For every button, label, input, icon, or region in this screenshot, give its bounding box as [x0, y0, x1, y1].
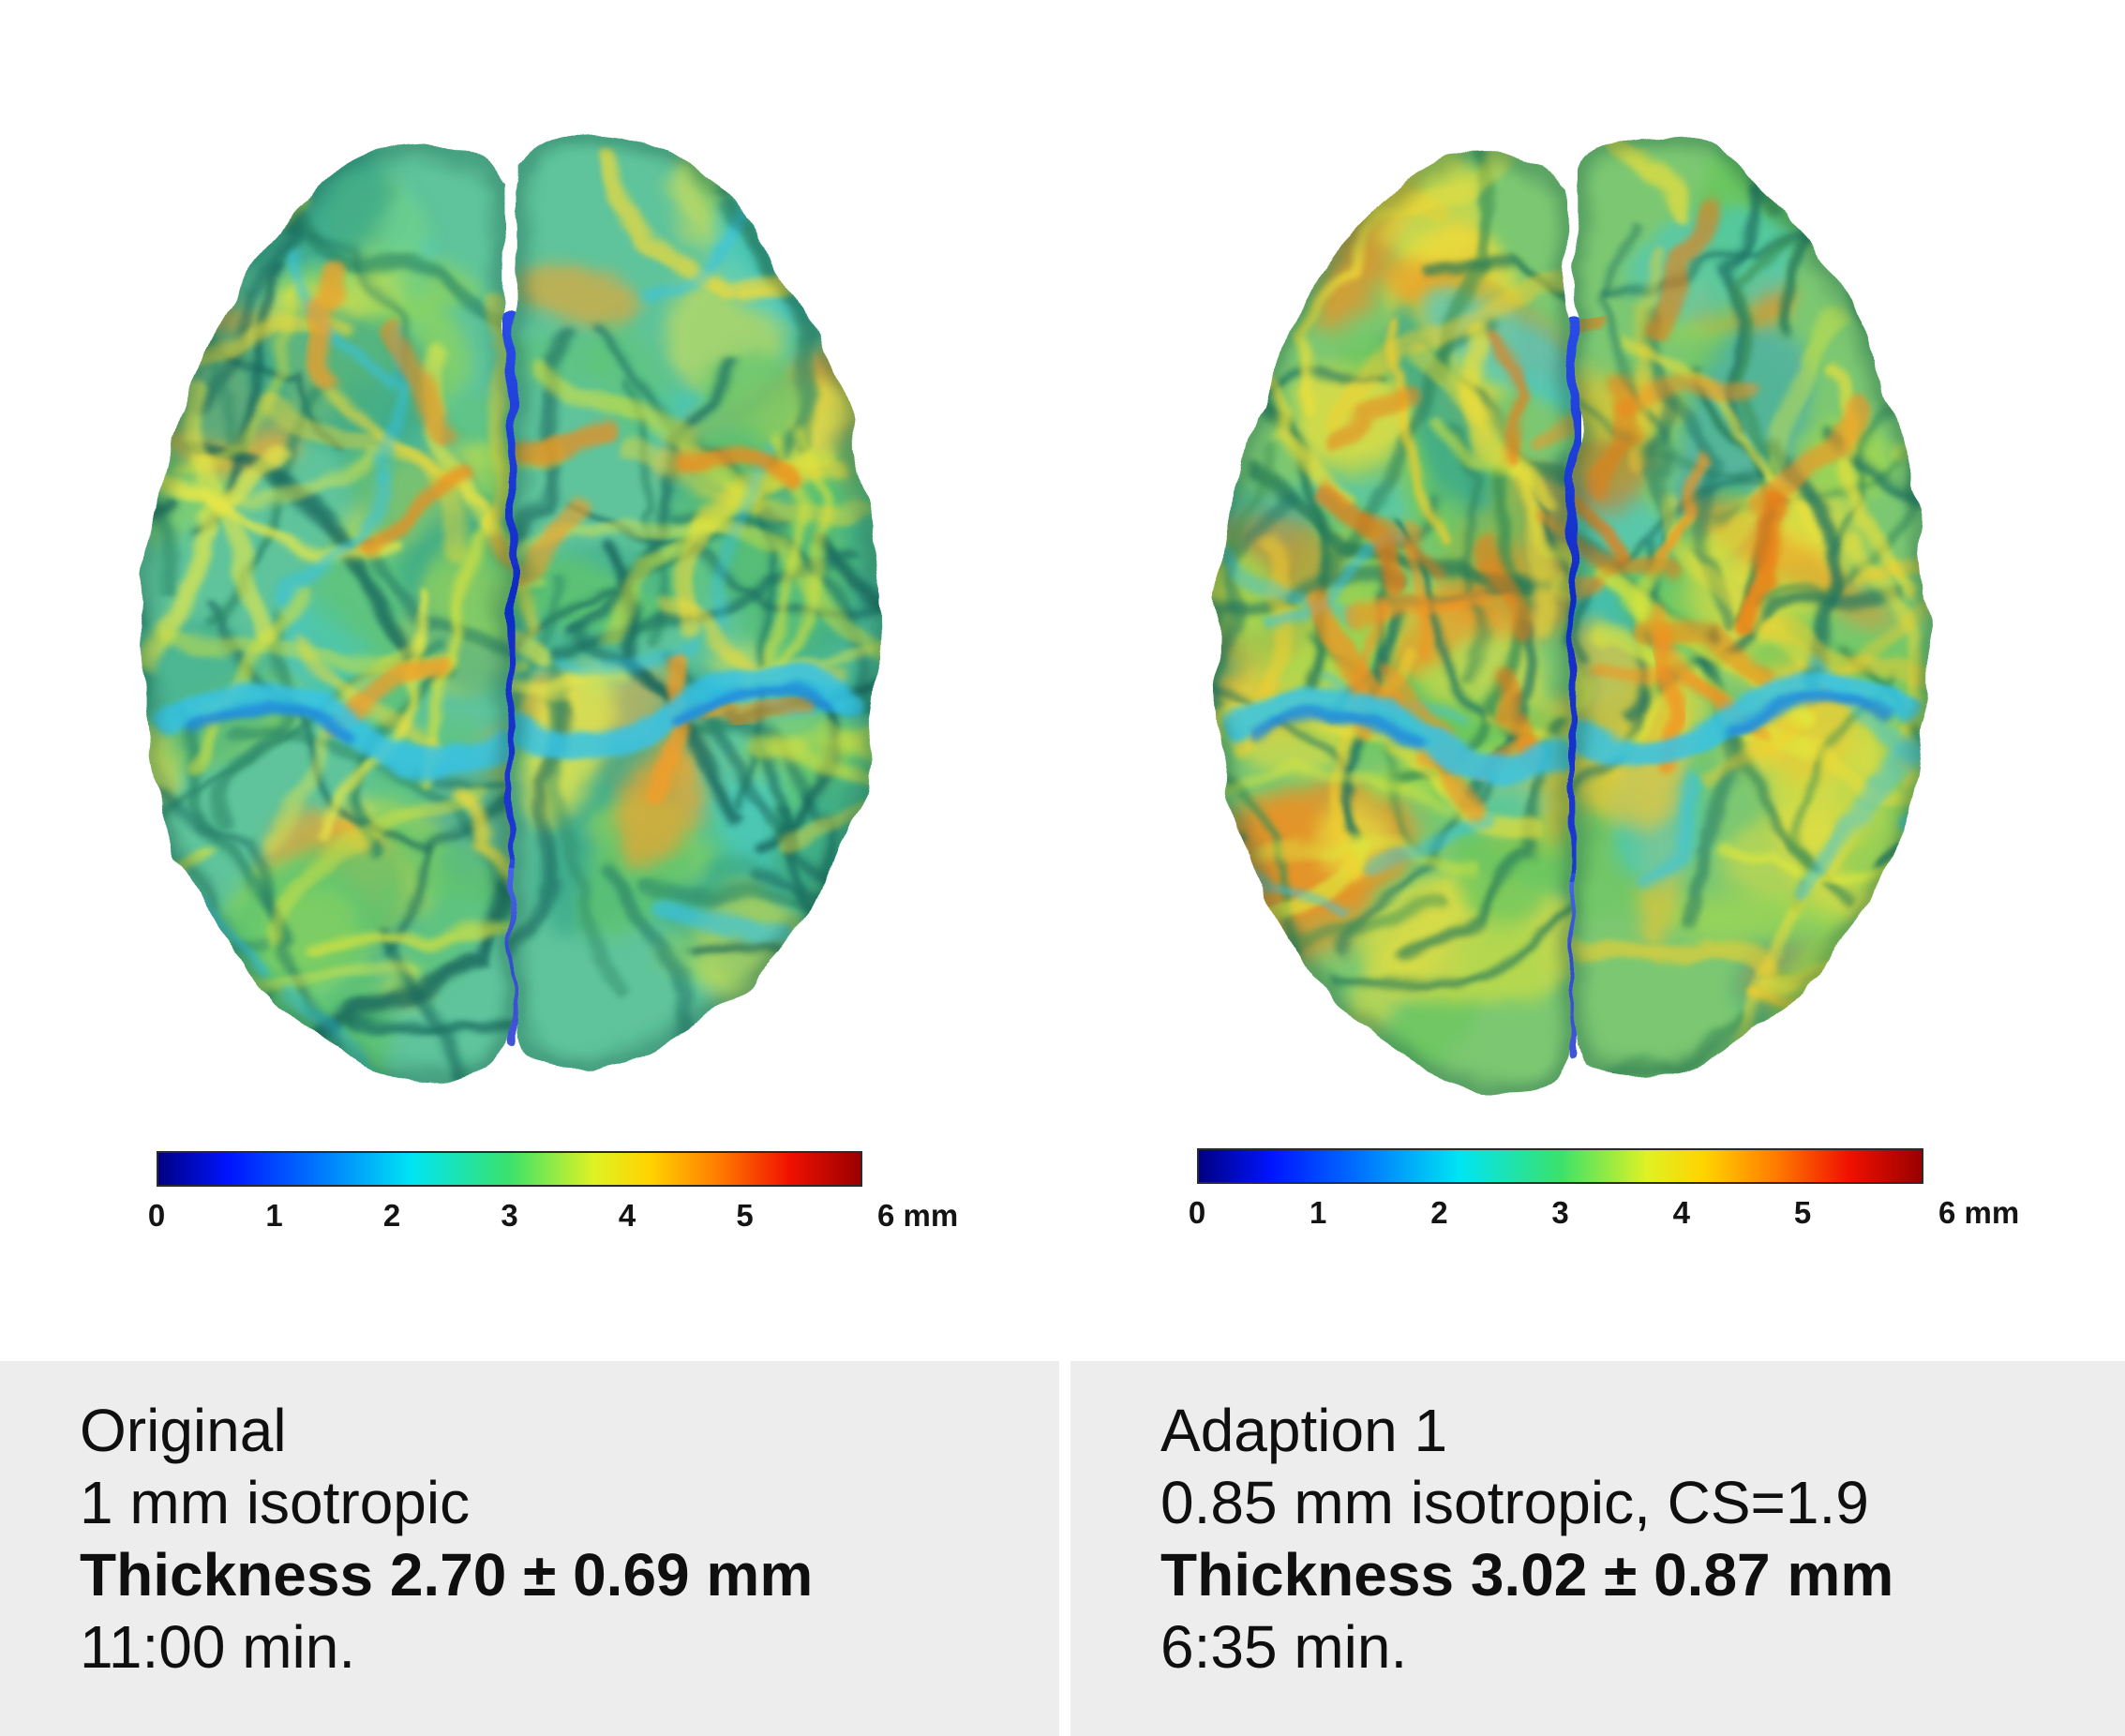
colorbar-tick-4: 4 — [1672, 1195, 1690, 1230]
colorbar-adaption1: 0 1 2 3 4 5 6 mm — [1189, 1148, 2019, 1230]
colorbar-tick-4: 4 — [618, 1198, 636, 1233]
colorbar-tick-0: 0 — [1188, 1195, 1206, 1230]
hemisphere-left — [1216, 152, 1571, 1090]
caption-resolution: 1 mm isotropic — [80, 1469, 471, 1536]
colorbar-tick-2: 2 — [1430, 1195, 1448, 1230]
colorbar-tick-0: 0 — [147, 1198, 166, 1233]
colorbar-tick-1: 1 — [1309, 1195, 1327, 1230]
caption-thickness: Thickness 3.02 ± 0.87 mm — [1160, 1541, 1894, 1609]
central-sulcus-band — [151, 680, 510, 776]
colorbar-end-label: 6 mm — [877, 1198, 959, 1233]
caption-thickness: Thickness 2.70 ± 0.69 mm — [80, 1541, 814, 1609]
hemisphere-right — [513, 131, 880, 1066]
central-sulcus-band — [1574, 672, 1921, 770]
caption-panel-adaption1: Adaption 1 0.85 mm isotropic, CS=1.9 Thi… — [1070, 1361, 2125, 1736]
colorbar-tick-5: 5 — [1793, 1195, 1812, 1230]
caption-scan-time: 11:00 min. — [80, 1613, 356, 1681]
caption-panel-original: Original 1 mm isotropic Thickness 2.70 ±… — [0, 1361, 1059, 1736]
brain-thickness-map-adaption1 — [1216, 137, 1929, 1090]
caption-title: Original — [80, 1397, 287, 1464]
colorbar-end-label: 6 mm — [1938, 1195, 2020, 1230]
cortical-texture — [142, 146, 510, 1081]
central-sulcus-band — [513, 665, 872, 761]
colorbar-tick-5: 5 — [736, 1198, 754, 1233]
colorbar-gradient — [1197, 1148, 1923, 1184]
cortical-texture — [1216, 152, 1571, 1090]
colorbar-tick-1: 1 — [265, 1198, 283, 1233]
cortical-texture — [513, 131, 880, 1066]
hemisphere-left — [142, 146, 510, 1081]
colorbar-tick-2: 2 — [382, 1198, 401, 1233]
colorbar-gradient — [157, 1151, 862, 1187]
caption-resolution: 0.85 mm isotropic, CS=1.9 — [1160, 1469, 1869, 1536]
caption-text-adaption1: Adaption 1 0.85 mm isotropic, CS=1.9 Thi… — [1160, 1395, 1893, 1684]
caption-title: Adaption 1 — [1160, 1397, 1448, 1464]
caption-scan-time: 6:35 min. — [1160, 1613, 1408, 1681]
caption-text-original: Original 1 mm isotropic Thickness 2.70 ±… — [80, 1395, 813, 1684]
central-sulcus-band — [1224, 687, 1571, 785]
colorbar-original: 0 1 2 3 4 5 6 mm — [148, 1151, 958, 1233]
colorbar-tick-3: 3 — [1551, 1195, 1569, 1230]
colorbar-tick-3: 3 — [501, 1198, 518, 1233]
brain-thickness-map-original — [142, 131, 880, 1081]
